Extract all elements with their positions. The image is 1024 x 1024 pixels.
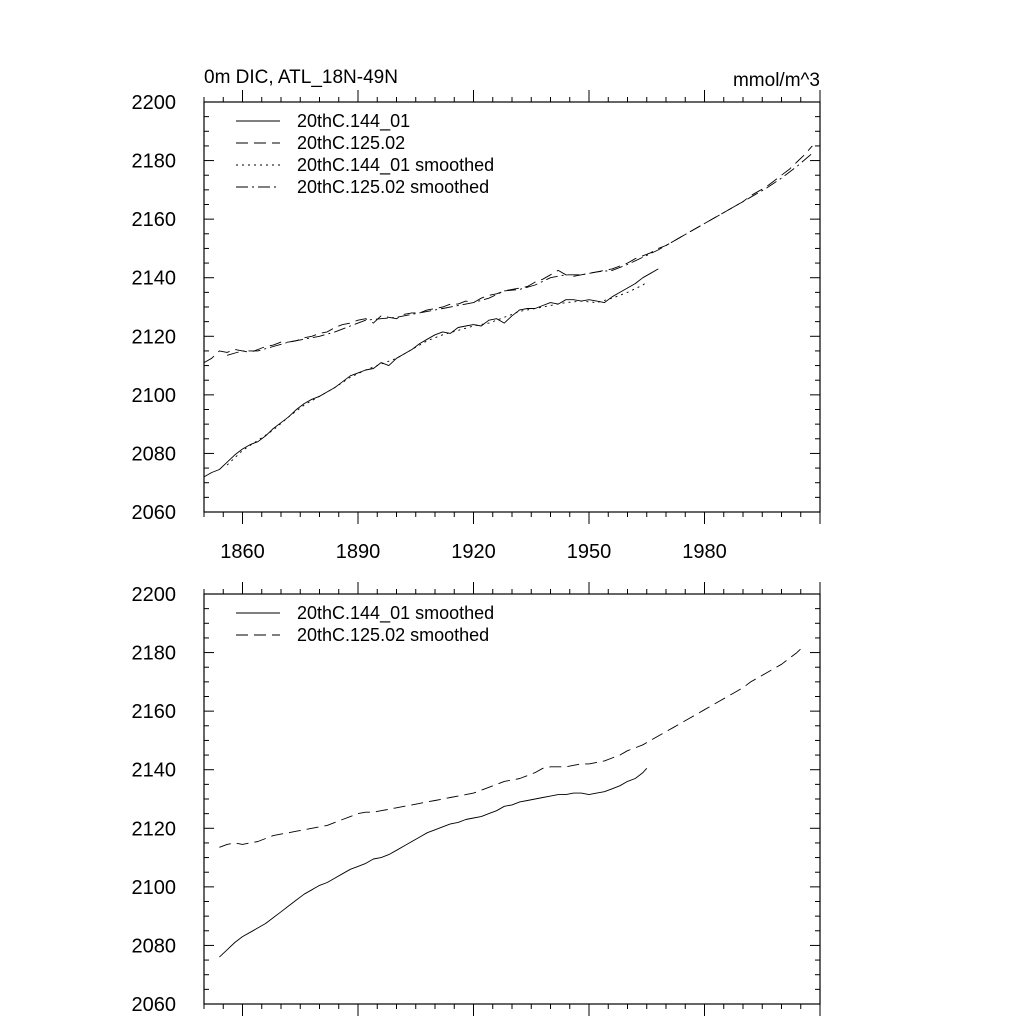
- top-series-line-1: [203, 268, 659, 478]
- top-legend-label-3: 20thC.144_01 smoothed: [297, 155, 494, 176]
- top-legend-label-1: 20thC.144_01: [297, 111, 410, 132]
- top-x-tick-label: 1980: [682, 541, 727, 563]
- top-y-tick-label: 2060: [132, 502, 177, 524]
- bottom-y-tick-label: 2080: [132, 935, 177, 957]
- bottom-y-tick-label: 2180: [132, 643, 177, 665]
- top-panel: 0m DIC, ATL_18N-49N mmol/m^3 2060 2080 210…: [132, 67, 821, 563]
- top-y-tick-label: 2160: [132, 209, 177, 231]
- bottom-legend-label-2: 20thC.125.02 smoothed: [297, 625, 489, 645]
- top-series-line-4: [226, 152, 813, 356]
- top-legend-label-2: 20thC.125.02: [297, 133, 405, 153]
- bottom-series-line-1: [219, 767, 648, 958]
- top-y-tick-label: 2200: [132, 92, 177, 114]
- top-legend-label-4: 20thC.125.02 smoothed: [297, 177, 489, 197]
- bottom-y-tick-label: 2120: [132, 818, 177, 840]
- top-y-tick-label: 2120: [132, 326, 177, 348]
- bottom-plot-frame: [203, 593, 821, 1005]
- top-y-tick-label: 2180: [132, 151, 177, 173]
- top-series-line-3: [226, 281, 648, 466]
- bottom-y-tick-label: 2100: [132, 877, 177, 899]
- top-panel-units: mmol/m^3: [733, 70, 820, 91]
- top-panel-title: 0m DIC, ATL_18N-49N: [204, 67, 398, 88]
- bottom-series-line-2: [219, 644, 805, 848]
- top-y-tick-label: 2080: [132, 443, 177, 465]
- bottom-legend-label-1: 20thC.144_01 smoothed: [297, 603, 494, 624]
- bottom-y-tick-label: 2060: [132, 994, 177, 1016]
- top-x-tick-label: 1860: [220, 541, 265, 563]
- top-x-tick-label: 1920: [451, 541, 496, 563]
- bottom-y-tick-label: 2160: [132, 701, 177, 723]
- top-y-tick-label: 2100: [132, 385, 177, 407]
- top-x-tick-label: 1890: [336, 541, 381, 563]
- top-x-tick-label: 1950: [567, 541, 612, 563]
- top-series-line-2: [203, 145, 813, 363]
- top-y-tick-label: 2140: [132, 268, 177, 290]
- bottom-y-tick-label: 2200: [132, 584, 177, 606]
- bottom-y-tick-label: 2140: [132, 760, 177, 782]
- bottom-panel: 2060 2080 2100 2120 2140 2160 2180 2200 20thC.14…: [132, 582, 821, 1016]
